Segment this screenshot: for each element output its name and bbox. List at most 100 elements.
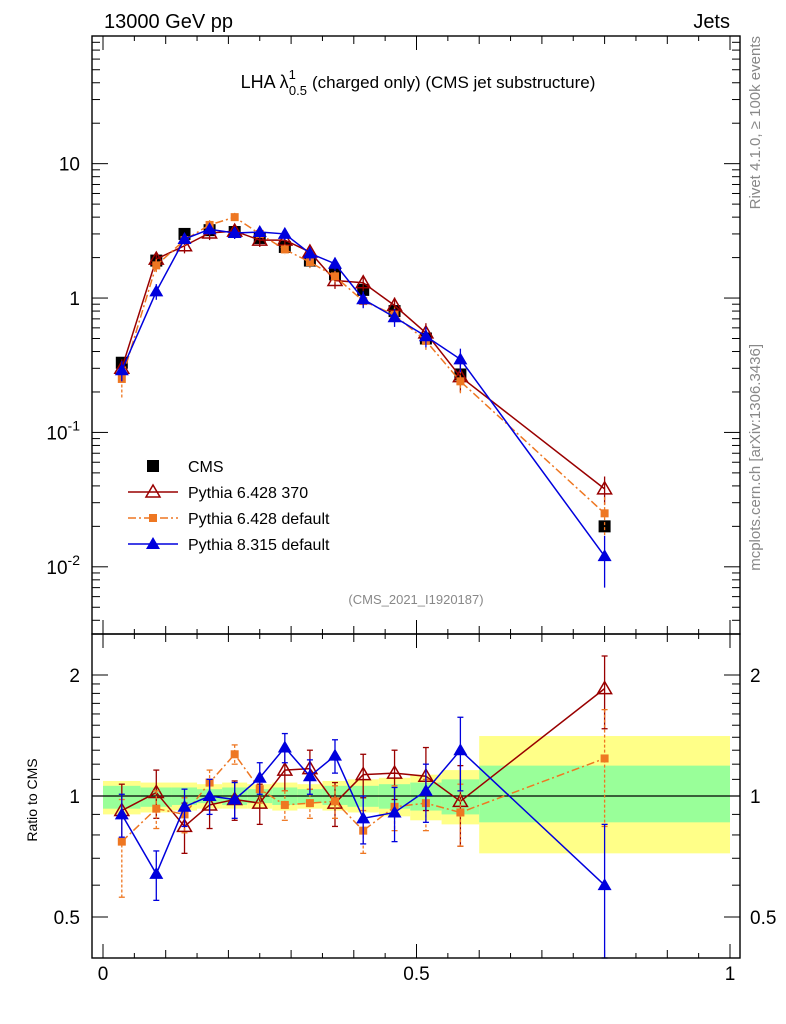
x-tick-label-1: 0.5 [403, 964, 429, 985]
legend-entry-1: Pythia 6.428 370 [128, 483, 308, 502]
main-point-3-11 [418, 329, 433, 342]
ratio-point-3-12 [453, 743, 468, 756]
header-left: 13000 GeV pp [104, 11, 233, 33]
ratio-point-3-8 [327, 748, 342, 761]
legend: CMS Pythia 6.428 370 Pythia 6.428 default P… [128, 459, 330, 554]
main-point-2-7 [305, 258, 314, 267]
main-point-2-1 [152, 261, 161, 270]
ratio-point-2-8 [330, 797, 339, 806]
ratio-point-3-13 [597, 878, 612, 891]
ratio-point-1-6 [276, 761, 294, 776]
ratio-point-3-9 [356, 811, 371, 824]
main-line-3 [121, 228, 606, 557]
legend-label-3: Pythia 8.315 default [188, 537, 330, 554]
ratio-point-2-12 [456, 808, 465, 817]
y-tick-label-main-2: 1 [69, 289, 80, 310]
main-point-2-6 [280, 245, 289, 254]
y-tick-label-ratio-2: 2 [69, 666, 80, 687]
main-line-1 [121, 230, 606, 490]
ratio-point-1-5 [251, 794, 269, 809]
y-tick-label-ratio-right-0: 0.5 [750, 908, 776, 929]
title-sub: 0.5 [289, 83, 307, 98]
main-point-3-3 [202, 222, 217, 235]
main-point-3-4 [227, 225, 242, 238]
main-point-3-8 [327, 256, 342, 269]
title-sup: 1 [289, 67, 296, 82]
y-tick-label-ratio-right-2: 2 [750, 666, 761, 687]
main-point-2-8 [330, 272, 339, 281]
y-tick-label-ratio-1: 1 [69, 787, 80, 808]
main-point-2-12 [456, 377, 465, 386]
main-point-3-7 [302, 246, 317, 259]
ratio-point-2-7 [305, 799, 314, 808]
x-tick-label-0: 0 [98, 964, 109, 985]
legend-marker-0 [147, 460, 159, 472]
ratio-line-1 [121, 688, 606, 828]
legend-marker-1 [144, 483, 162, 498]
ratio-point-3-7 [302, 769, 317, 782]
ratio-y-axis-label: Ratio to CMS [24, 758, 40, 841]
main-point-3-13 [597, 549, 612, 562]
ratio-point-2-13 [600, 754, 609, 763]
main-point-3-0 [114, 363, 129, 376]
main-point-2-4 [230, 213, 239, 222]
plot-title: LHA λ1 0.5 (charged only) (CMS jet substru… [241, 67, 596, 98]
ratio-point-3-5 [252, 770, 267, 783]
y-tick-label-ratio-0: 0.5 [54, 908, 80, 929]
y-tick-label-main-1: 10-1 [46, 417, 80, 444]
rivet-version-label: Rivet 4.1.0, ≥ 100k events [747, 36, 764, 209]
y-tick-exp-1: -1 [68, 417, 81, 433]
ratio-point-1-10 [386, 764, 403, 779]
main-panel-series [113, 212, 613, 588]
y-tick-exp-0: -2 [68, 552, 81, 568]
y-tick-label-main-0: 10-2 [46, 552, 80, 579]
y-tick-base-2: 1 [69, 289, 80, 310]
main-point-3-10 [387, 310, 402, 323]
main-point-3-9 [356, 292, 371, 305]
main-point-3-6 [277, 226, 292, 239]
legend-entry-0: CMS [147, 459, 224, 476]
legend-marker-3 [146, 537, 160, 549]
ratio-point-3-2 [177, 799, 192, 812]
main-point-1-13 [596, 480, 613, 495]
y-tick-label-ratio-right-1: 1 [750, 787, 761, 808]
main-point-0-13 [598, 520, 611, 533]
header-right: Jets [693, 11, 730, 33]
band-inner-13 [479, 765, 730, 823]
main-point-1-9 [354, 274, 372, 289]
title-prefix: LHA λ [241, 72, 289, 92]
ratio-panel-frame [91, 633, 741, 959]
x-tick-label-2: 1 [725, 964, 736, 985]
legend-marker-2 [149, 514, 157, 522]
title-suffix: (charged only) (CMS jet substructure) [312, 73, 595, 92]
ratio-point-3-10 [387, 805, 402, 818]
ratio-point-3-6 [277, 740, 292, 753]
ratio-point-3-1 [149, 866, 164, 879]
ratio-point-2-6 [280, 800, 289, 809]
ratio-point-1-2 [176, 817, 193, 833]
legend-label-0: CMS [188, 459, 224, 476]
ratio-point-3-4 [227, 792, 242, 805]
y-tick-base-3: 10 [59, 155, 80, 176]
legend-entry-2: Pythia 6.428 default [128, 511, 330, 528]
main-series-3 [114, 222, 612, 588]
main-point-3-1 [149, 284, 164, 297]
ratio-point-3-0 [114, 807, 129, 820]
legend-entry-3: Pythia 8.315 default [128, 537, 330, 554]
ratio-point-2-0 [117, 837, 126, 846]
ratio-panel-series [113, 655, 613, 959]
ratio-point-1-13 [596, 680, 613, 695]
legend-label-1: Pythia 6.428 370 [188, 485, 308, 502]
legend-label-2: Pythia 6.428 default [188, 511, 330, 528]
ratio-uncertainty-bands [103, 736, 730, 854]
ratio-point-3-11 [418, 783, 433, 796]
mcplots-source-label: mcplots.cern.ch [arXiv:1306.3436] [747, 344, 764, 571]
analysis-id: (CMS_2021_I1920187) [348, 592, 483, 607]
y-tick-base-1: 10 [46, 423, 67, 444]
y-tick-label-main-3: 10 [59, 155, 80, 176]
ratio-point-3-3 [202, 789, 217, 801]
ratio-point-2-1 [152, 804, 161, 813]
main-point-3-12 [453, 352, 468, 365]
